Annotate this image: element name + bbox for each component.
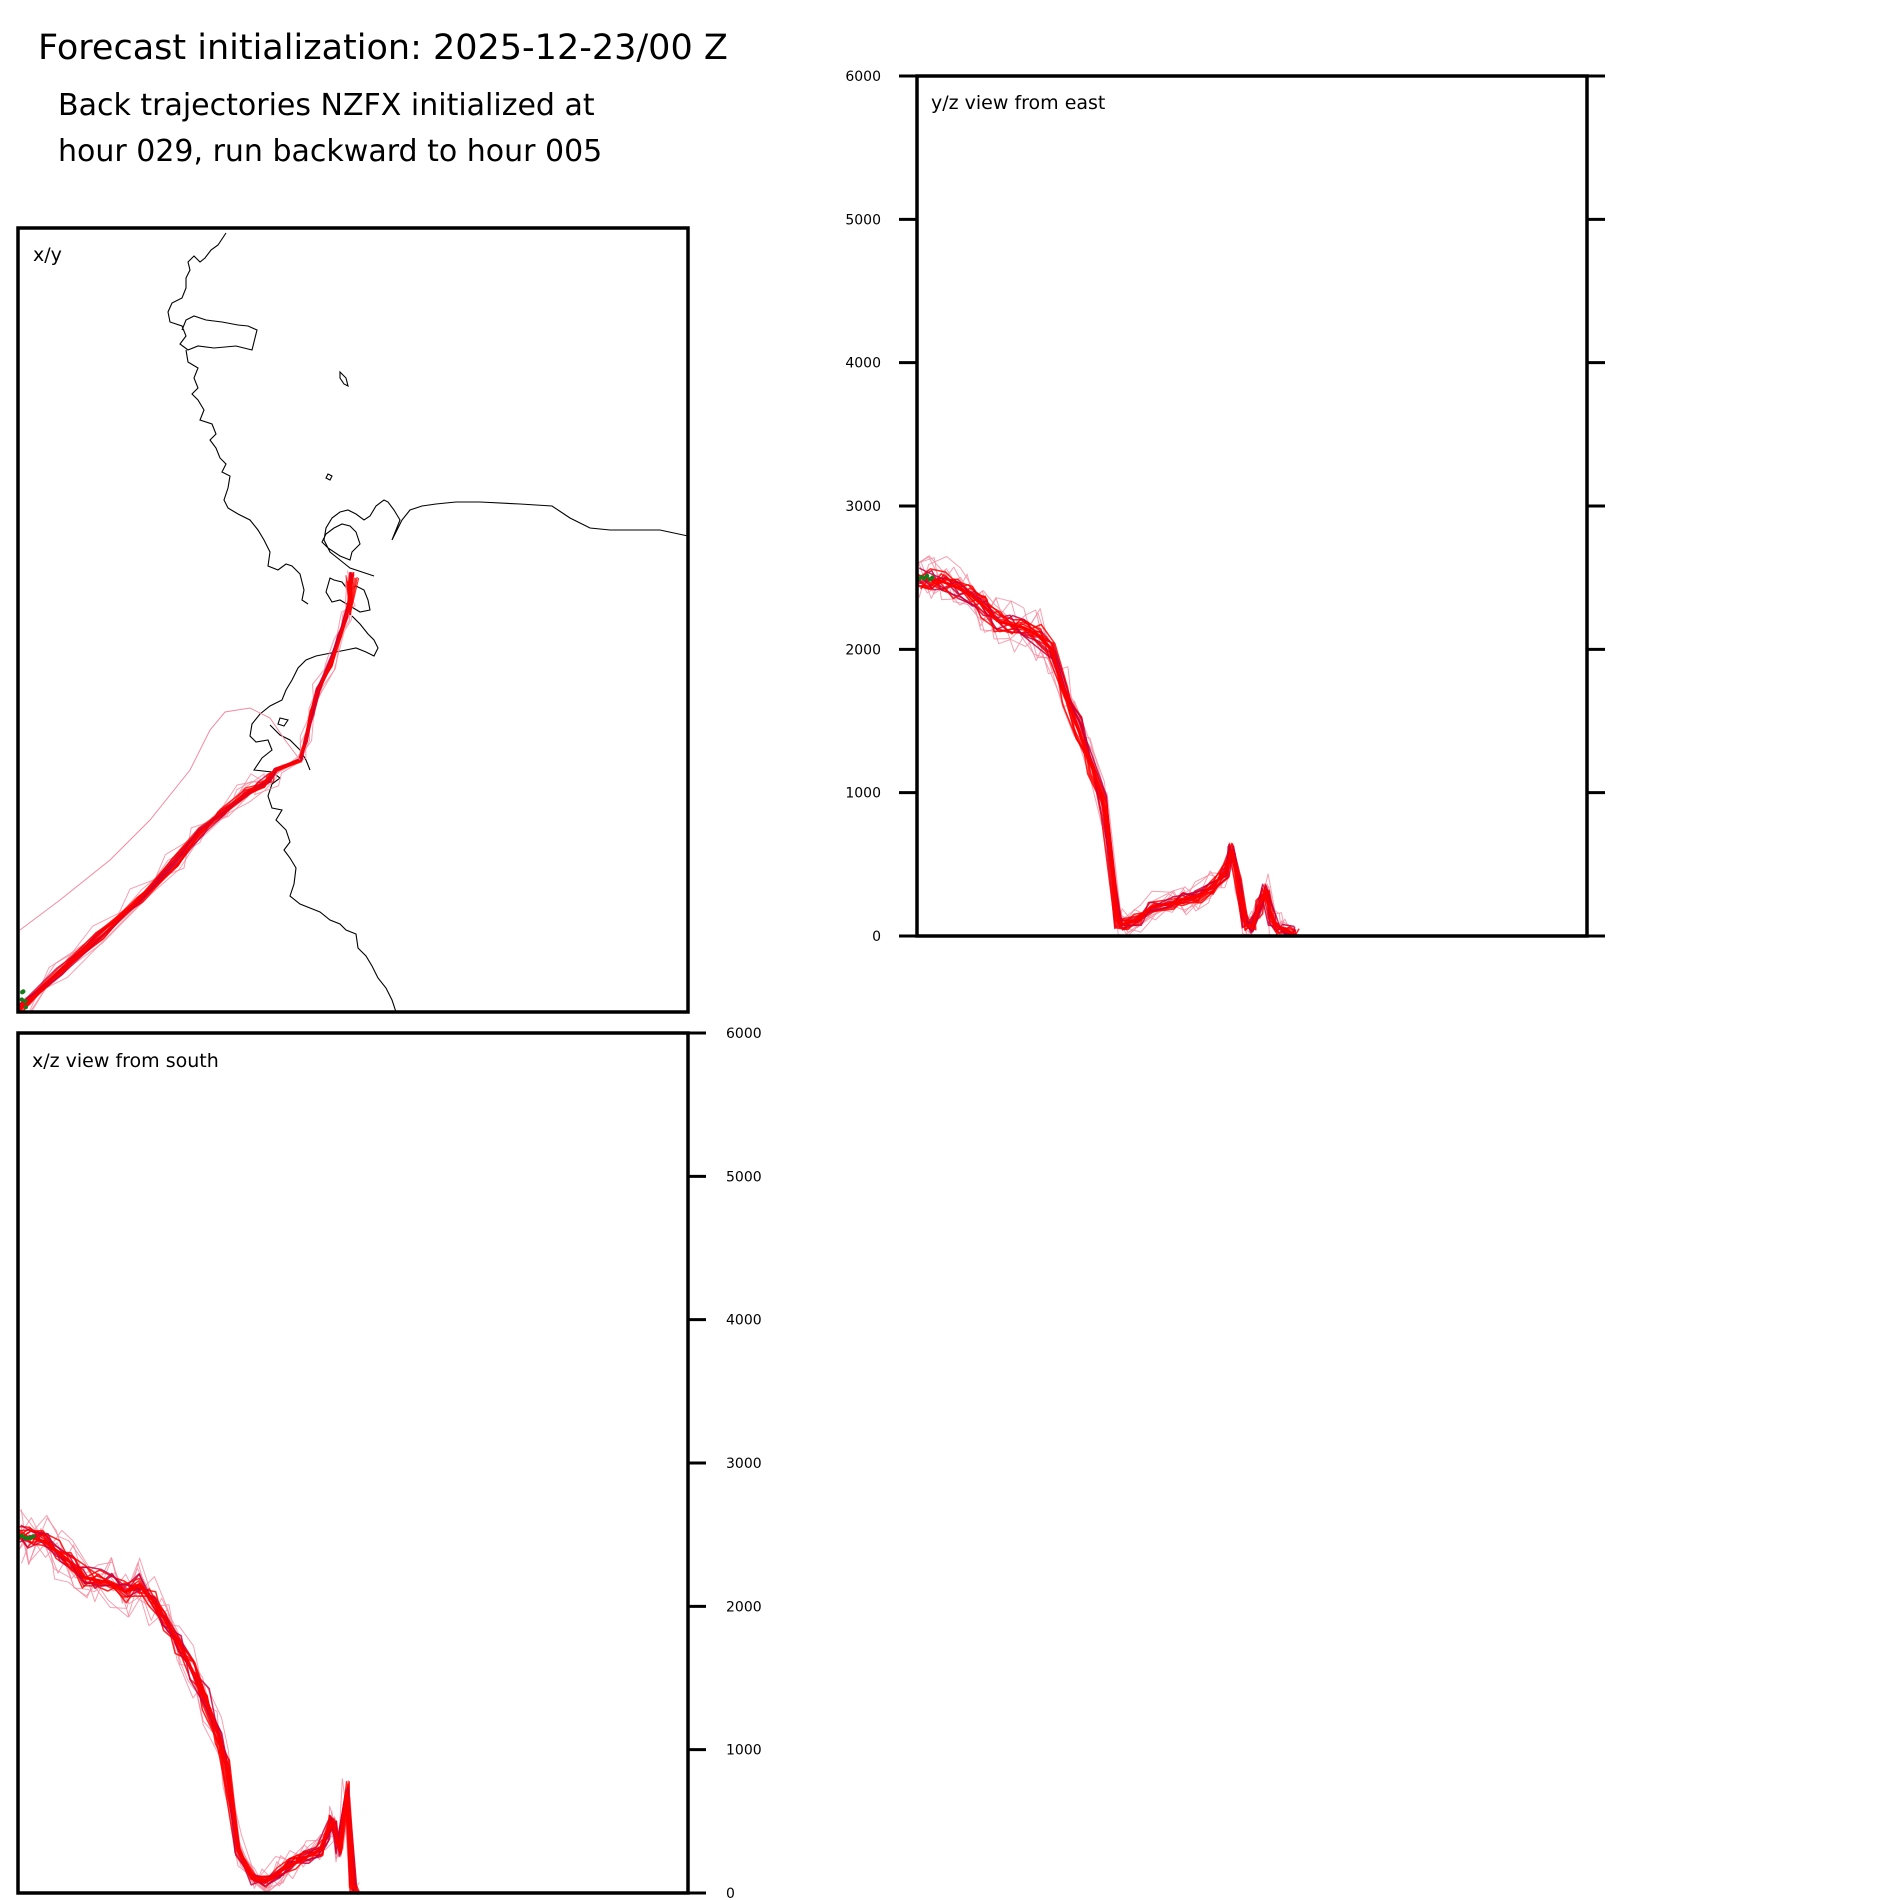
xy-panel: x/y — [16, 226, 690, 1014]
xz-yaxis: 0 1000 2000 3000 4000 5000 6000 — [688, 1026, 762, 1900]
map-trajectory-line — [18, 575, 352, 1012]
map-trajectory-line — [18, 572, 352, 1006]
start-marker — [924, 573, 930, 578]
island — [325, 473, 333, 481]
trajectory-line — [18, 1534, 360, 1893]
coastline — [167, 232, 688, 1012]
xy-trajectory-group — [18, 570, 360, 1012]
y-tick-label: 1000 — [845, 786, 881, 802]
island — [277, 717, 289, 727]
trajectory-line — [18, 1532, 361, 1893]
island — [339, 370, 349, 388]
yz-panel: 0 1000 2000 3000 4000 5000 6000 y/z view from … — [845, 69, 1605, 945]
trajectory-line — [18, 1530, 361, 1893]
map-trajectory-line — [22, 577, 350, 1012]
trajectory-main-line — [917, 576, 1297, 936]
map-trajectory-line — [18, 572, 354, 1012]
map-trajectory-line — [18, 571, 356, 1003]
map-trajectory-line — [18, 573, 353, 1011]
yz-panel-frame — [915, 74, 1589, 938]
y-tick-label: 6000 — [726, 1026, 762, 1042]
y-tick-label: 0 — [726, 1886, 735, 1900]
map-trajectory-line — [18, 574, 355, 1008]
xz-panel-frame — [16, 1031, 690, 1895]
trajectory-line — [917, 576, 1297, 936]
trajectory-line — [18, 1534, 357, 1891]
trajectory-line — [18, 1529, 354, 1890]
start-marker — [19, 997, 24, 1002]
trajectory-line — [18, 1530, 355, 1893]
xz-trajectory-group — [18, 1509, 361, 1893]
map-trajectory-line — [21, 571, 351, 1009]
yz-yaxis: 0 1000 2000 3000 4000 5000 6000 — [845, 69, 1605, 945]
y-tick-label: 3000 — [726, 1456, 762, 1472]
map-trajectory-line — [18, 574, 353, 1012]
yz-panel-label: y/z view from east — [931, 92, 1105, 114]
map-trajectory-line — [29, 570, 352, 1011]
map-trajectory-line — [28, 576, 353, 1006]
trajectory-line — [18, 1517, 356, 1893]
map-trajectory-line — [18, 571, 352, 1009]
map-trajectory-line — [18, 573, 353, 1007]
y-tick-label: 0 — [872, 929, 881, 945]
trajectory-line — [18, 1533, 357, 1890]
xy-panel-frame — [16, 226, 690, 1014]
start-marker — [20, 989, 25, 995]
xz-panel: 0 1000 2000 3000 4000 5000 6000 x/z view from … — [16, 1026, 762, 1900]
map-trajectory-outlier — [19, 707, 301, 931]
trajectory-line — [18, 1529, 357, 1892]
y-tick-label: 3000 — [845, 499, 881, 515]
page-title: Forecast initialization: 2025-12-23/00 Z — [38, 28, 728, 68]
map-trajectory-fan — [349, 577, 360, 616]
map-trajectory-line — [18, 575, 354, 1012]
trajectory-line — [18, 1529, 361, 1893]
start-marker — [31, 1534, 36, 1539]
map-trajectory-line — [18, 572, 354, 1012]
subtitle-line-2: hour 029, run backward to hour 005 — [58, 134, 603, 169]
y-tick-label: 5000 — [845, 212, 881, 228]
map-trajectory-line — [21, 574, 354, 1012]
xz-panel-label: x/z view from south — [32, 1050, 219, 1072]
map-trajectory-line — [18, 573, 354, 1007]
start-marker — [23, 998, 28, 1004]
map-trajectory-line — [18, 575, 352, 1010]
map-trajectory-line — [18, 574, 352, 1010]
y-tick-label: 6000 — [845, 69, 881, 85]
y-tick-label: 4000 — [726, 1313, 762, 1329]
subtitle-line-1: Back trajectories NZFX initialized at — [58, 88, 595, 123]
trajectory-line — [18, 1531, 356, 1893]
trajectory-line — [919, 574, 1294, 936]
start-marker — [23, 1004, 29, 1010]
map-trajectory-line — [18, 572, 355, 1010]
trajectory-line — [18, 1532, 358, 1893]
xy-panel-label: x/y — [33, 244, 62, 266]
map-trajectory-line — [20, 575, 353, 1009]
y-tick-label: 2000 — [726, 1599, 762, 1615]
y-tick-label: 2000 — [845, 642, 881, 658]
map-trajectory-line — [20, 572, 351, 1008]
y-tick-label: 5000 — [726, 1169, 762, 1185]
y-tick-label: 4000 — [845, 356, 881, 372]
map-trajectory-line — [18, 573, 352, 1010]
yz-trajectory-group — [917, 555, 1300, 936]
start-marker — [930, 575, 935, 580]
y-tick-label: 1000 — [726, 1743, 762, 1759]
trajectory-main-line — [18, 1534, 358, 1893]
trajectory-line — [18, 1531, 359, 1893]
map-trajectory-line — [21, 575, 352, 1012]
